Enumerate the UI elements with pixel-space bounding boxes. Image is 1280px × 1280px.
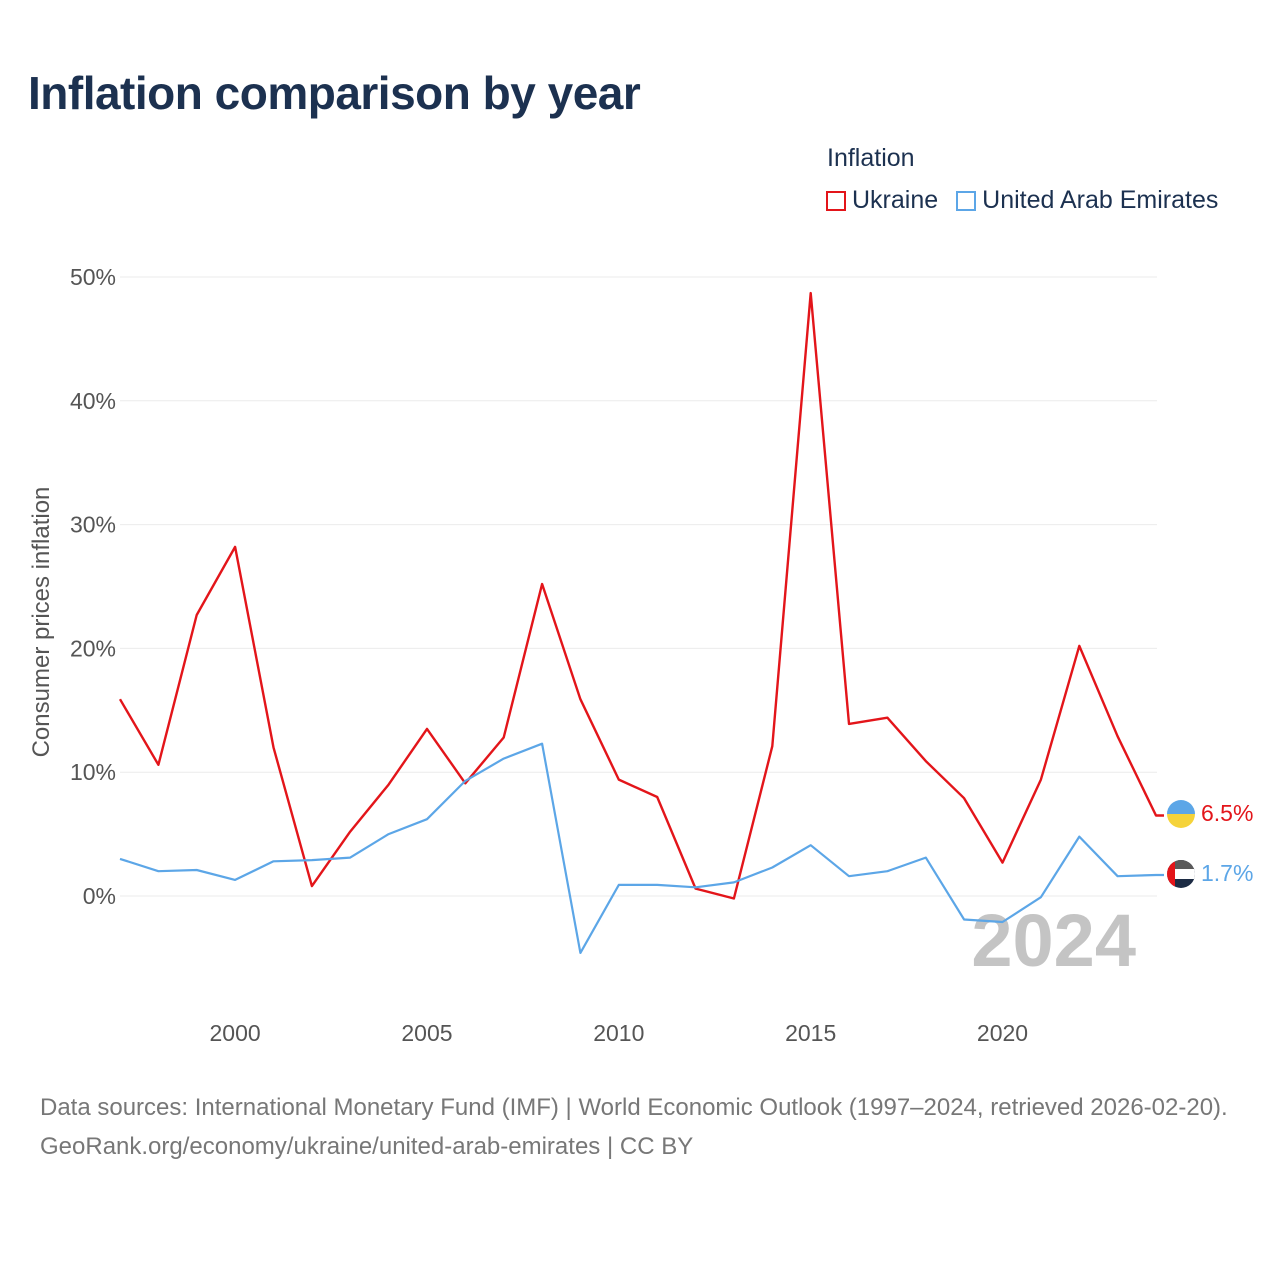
y-tick-label: 20% xyxy=(70,635,116,661)
x-tick-label: 2000 xyxy=(210,1020,261,1046)
page-title: Inflation comparison by year xyxy=(28,67,641,119)
y-tick-labels: 0% 10% 20% 30% 40% 50% xyxy=(70,264,116,909)
legend-title: Inflation xyxy=(827,144,915,172)
x-tick-label: 2010 xyxy=(593,1020,644,1046)
inflation-line-chart: 0% 10% 20% 30% 40% 50% 2000 2005 2010 2015 2020 2… xyxy=(70,264,1253,1046)
uae-end-label: 1.7% xyxy=(1201,860,1253,886)
legend-label-uae: United Arab Emirates xyxy=(982,186,1219,214)
footer: Data sources: International Monetary Fun… xyxy=(40,1088,1250,1166)
x-tick-label: 2005 xyxy=(401,1020,452,1046)
x-tick-labels: 2000 2005 2010 2015 2020 xyxy=(210,1020,1029,1046)
legend-swatch-ukraine xyxy=(826,190,846,211)
ukraine-flag-icon xyxy=(1167,800,1195,828)
x-tick-label: 2020 xyxy=(977,1020,1028,1046)
legend-item-ukraine[interactable]: Ukraine xyxy=(826,186,938,215)
ukraine-series-line[interactable] xyxy=(118,291,1164,900)
data-source-text: Data sources: International Monetary Fun… xyxy=(40,1094,1228,1121)
y-tick-label: 40% xyxy=(70,388,116,414)
series-lines xyxy=(118,291,1164,955)
uae-flag-icon xyxy=(1167,860,1195,888)
ukraine-end-label: 6.5% xyxy=(1201,800,1253,826)
uae-series-line[interactable] xyxy=(119,742,1164,955)
attribution-link[interactable]: GeoRank.org/economy/ukraine/united-arab-… xyxy=(40,1133,694,1160)
x-tick-label: 2015 xyxy=(785,1020,836,1046)
legend: Ukraine United Arab Emirates xyxy=(826,186,1236,215)
y-tick-label: 30% xyxy=(70,512,116,538)
y-tick-label: 10% xyxy=(70,759,116,785)
legend-label-ukraine: Ukraine xyxy=(852,186,939,214)
y-tick-label: 0% xyxy=(83,883,116,909)
legend-item-uae[interactable]: United Arab Emirates xyxy=(956,186,1218,215)
y-tick-label: 50% xyxy=(70,264,116,290)
grid-lines xyxy=(120,276,1157,897)
legend-swatch-uae xyxy=(956,190,977,211)
year-watermark: 2024 xyxy=(971,899,1136,982)
